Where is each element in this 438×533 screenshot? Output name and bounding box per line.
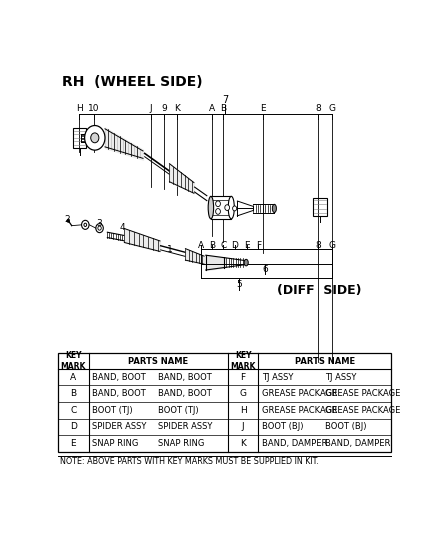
Text: SPIDER ASSY: SPIDER ASSY [92,423,146,431]
Text: 8: 8 [315,241,321,250]
Text: BOOT (BJ): BOOT (BJ) [325,423,366,431]
Text: BAND, BOOT: BAND, BOOT [158,389,212,398]
Text: D: D [232,241,238,250]
Text: BAND, BOOT: BAND, BOOT [92,373,146,382]
Text: BOOT (BJ): BOOT (BJ) [262,423,303,431]
Text: K: K [174,104,180,113]
Text: 6: 6 [262,265,268,273]
Text: J: J [242,423,244,431]
Text: B: B [220,104,226,113]
Bar [314,198,327,216]
Ellipse shape [244,260,248,266]
Text: G: G [329,104,336,113]
Text: 1: 1 [167,245,173,254]
Text: 9: 9 [161,104,167,113]
Text: GREASE PACKAGE: GREASE PACKAGE [325,406,400,415]
Text: GREASE PACKAGE: GREASE PACKAGE [325,389,400,398]
Text: (DIFF  SIDE): (DIFF SIDE) [277,284,362,297]
Circle shape [67,219,70,222]
Text: GREASE PACKAGE: GREASE PACKAGE [262,406,337,415]
Ellipse shape [228,196,234,219]
Circle shape [233,206,237,211]
Text: H: H [76,104,83,113]
Text: 3: 3 [96,219,102,228]
Text: J: J [149,104,152,113]
Text: SNAP RING: SNAP RING [158,439,205,448]
Text: BAND, DAMPER: BAND, DAMPER [325,439,390,448]
Text: B: B [209,241,215,250]
Text: K: K [240,439,246,448]
Text: PARTS NAME: PARTS NAME [128,357,188,366]
Text: GREASE PACKAGE: GREASE PACKAGE [262,389,337,398]
Text: E: E [244,241,250,250]
Text: KEY
MARK: KEY MARK [61,351,86,371]
Bar [73,128,86,148]
Text: BAND, BOOT: BAND, BOOT [158,373,212,382]
Text: F: F [256,241,261,250]
Text: 8: 8 [315,104,321,113]
Text: SPIDER ASSY: SPIDER ASSY [158,423,213,431]
Text: 2: 2 [65,215,71,224]
Ellipse shape [272,204,276,213]
Text: E: E [260,104,266,113]
Text: G: G [329,241,336,250]
Text: RH  (WHEEL SIDE): RH (WHEEL SIDE) [61,76,202,90]
Circle shape [85,126,105,150]
Text: A: A [198,241,205,250]
Bar [58,353,391,452]
Text: D: D [70,423,77,431]
Circle shape [215,201,220,207]
Ellipse shape [208,196,214,219]
Text: PARTS NAME: PARTS NAME [294,357,355,366]
Text: 7: 7 [223,95,229,105]
Text: NOTE: ABOVE PARTS WITH KEY MARKS MUST BE SUPPLIED IN KIT.: NOTE: ABOVE PARTS WITH KEY MARKS MUST BE… [60,457,319,466]
Text: 5: 5 [236,280,242,289]
Text: BOOT (TJ): BOOT (TJ) [92,406,133,415]
Text: H: H [240,406,247,415]
Text: TJ ASSY: TJ ASSY [325,373,356,382]
Text: A: A [71,373,77,382]
Text: C: C [70,406,77,415]
Text: BAND, DAMPER: BAND, DAMPER [262,439,327,448]
Text: BOOT (TJ): BOOT (TJ) [158,406,199,415]
Text: G: G [240,389,247,398]
Text: C: C [220,241,226,250]
Circle shape [225,205,230,211]
Text: KEY
MARK: KEY MARK [230,351,256,371]
Text: F: F [240,373,246,382]
Circle shape [215,208,220,214]
Bar [211,196,231,219]
Text: E: E [71,439,76,448]
Text: 10: 10 [88,104,99,113]
Text: SNAP RING: SNAP RING [92,439,138,448]
Circle shape [91,133,99,143]
Text: 4: 4 [120,223,125,232]
Text: A: A [208,104,215,113]
Text: TJ ASSY: TJ ASSY [262,373,293,382]
Text: B: B [71,389,77,398]
Text: BAND, BOOT: BAND, BOOT [92,389,146,398]
